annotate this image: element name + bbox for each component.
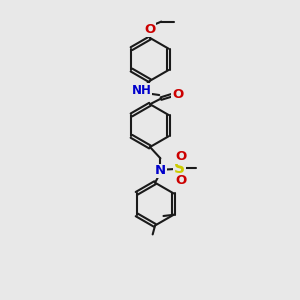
Text: O: O xyxy=(175,174,187,187)
Text: N: N xyxy=(155,164,166,177)
Text: S: S xyxy=(174,161,185,176)
Text: NH: NH xyxy=(132,84,152,97)
Text: O: O xyxy=(175,150,187,163)
Text: O: O xyxy=(144,23,156,36)
Text: O: O xyxy=(172,88,183,101)
